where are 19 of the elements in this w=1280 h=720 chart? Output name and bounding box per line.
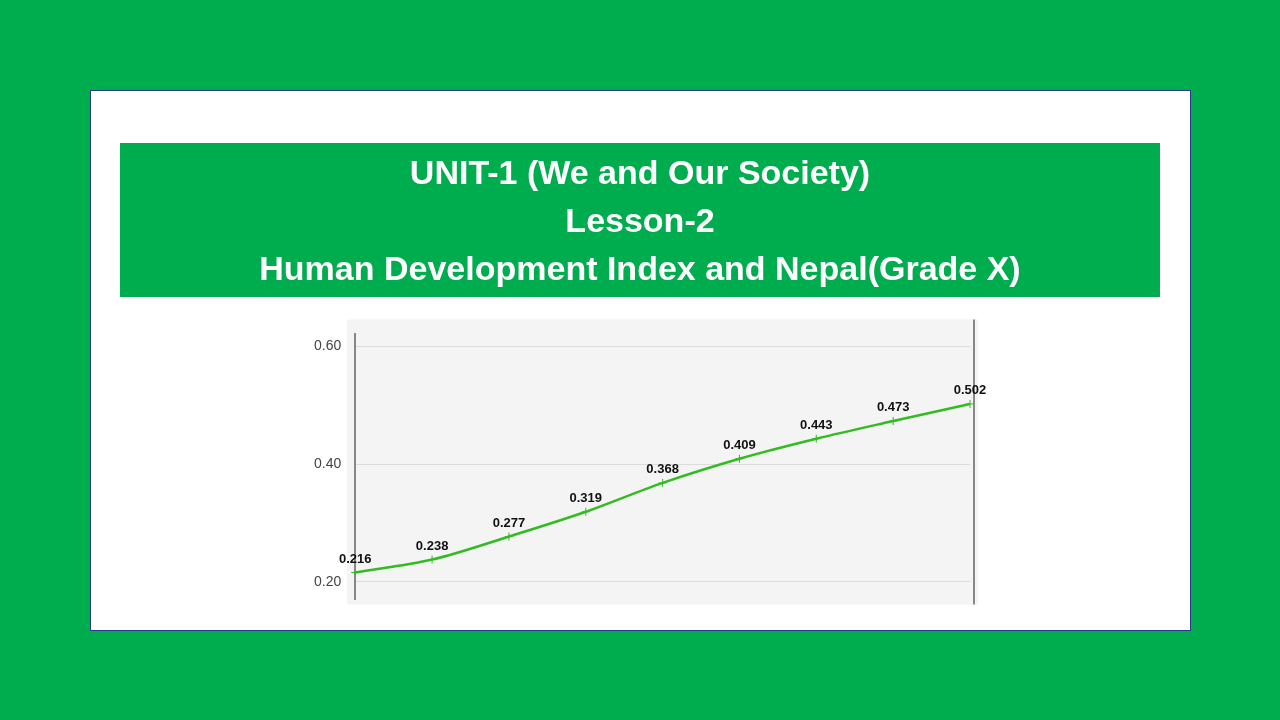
point bbox=[734, 454, 744, 464]
data-label: 0.502 bbox=[953, 382, 987, 398]
data-label: 0.473 bbox=[876, 399, 910, 415]
data-label: 0.216 bbox=[338, 550, 372, 566]
y-tick-label: 0.60 bbox=[314, 337, 342, 354]
y-tick-label: 0.20 bbox=[314, 572, 342, 589]
chart-title: UNIT-1 (We and Our Society) Lesson-2 Human Development Index and Nepal(Grade X) bbox=[120, 143, 1160, 297]
data-label: 0.319 bbox=[569, 489, 603, 505]
point bbox=[811, 434, 821, 444]
data-label: 0.238 bbox=[415, 537, 449, 553]
point bbox=[658, 478, 668, 488]
data-label: 0.277 bbox=[492, 514, 526, 530]
y-tick-label: 0.40 bbox=[314, 454, 342, 471]
point bbox=[888, 416, 898, 426]
point bbox=[581, 507, 591, 517]
data-label: 0.409 bbox=[723, 436, 756, 452]
point bbox=[504, 532, 514, 542]
data-label: 0.368 bbox=[646, 460, 679, 476]
data-label: 0.443 bbox=[800, 416, 833, 432]
